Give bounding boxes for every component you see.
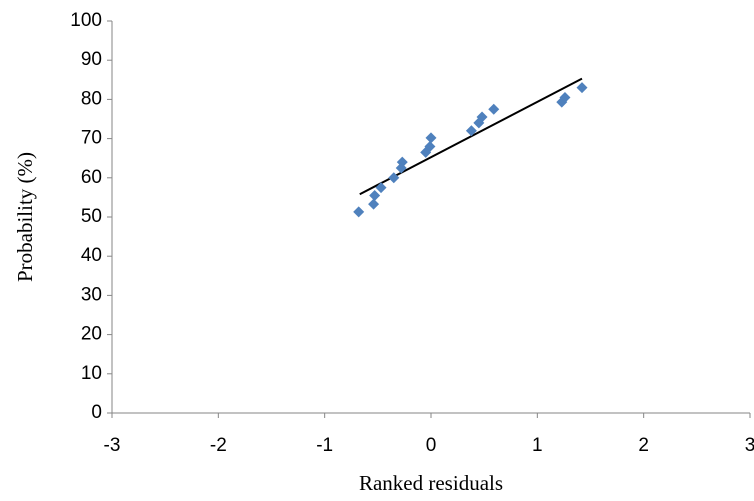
x-tick-label: -2	[210, 435, 227, 456]
point	[425, 132, 437, 144]
x-tick-label: -3	[104, 435, 121, 456]
y-tick-label: 20	[81, 324, 102, 345]
point	[488, 103, 500, 115]
x-tick-label: 0	[426, 435, 437, 456]
point	[424, 140, 436, 152]
point	[576, 82, 588, 94]
y-tick-label: 90	[81, 49, 102, 70]
point	[559, 91, 571, 103]
point	[476, 111, 488, 123]
point	[388, 172, 400, 184]
x-tick-label: 2	[638, 435, 649, 456]
y-tick-label: 50	[81, 206, 102, 227]
point	[396, 156, 408, 168]
point	[368, 198, 380, 210]
y-tick-label: 100	[70, 10, 102, 31]
x-tick-label: -1	[316, 435, 333, 456]
x-axis-title: Ranked residuals	[359, 471, 503, 495]
y-tick-label: 0	[91, 402, 102, 423]
y-axis-title: Probability (%)	[13, 152, 37, 282]
point	[369, 189, 381, 201]
trend-line	[359, 77, 583, 196]
y-tick-label: 30	[81, 284, 102, 305]
y-tick-label: 70	[81, 128, 102, 149]
point	[465, 125, 477, 137]
point	[375, 182, 387, 194]
y-tick-label: 10	[81, 363, 102, 384]
y-tick-label: 40	[81, 245, 102, 266]
point	[353, 206, 365, 218]
y-tick-label: 60	[81, 167, 102, 188]
y-tick-label: 80	[81, 88, 102, 109]
x-tick-label: 3	[745, 435, 754, 456]
x-tick-label: 1	[532, 435, 543, 456]
